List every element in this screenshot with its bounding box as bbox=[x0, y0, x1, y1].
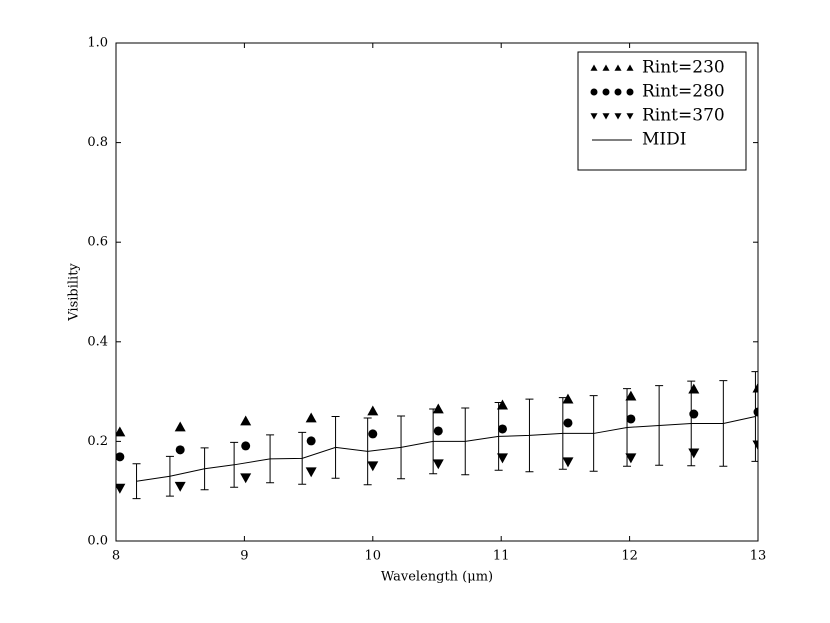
error-bar bbox=[589, 395, 598, 472]
point bbox=[174, 421, 186, 432]
error-bar bbox=[525, 398, 534, 473]
x-tick-label: 13 bbox=[750, 549, 767, 564]
point bbox=[752, 440, 758, 451]
legend: Rint=230 Rint=280 Rint=370 MIDI bbox=[577, 51, 747, 171]
legend-marker bbox=[602, 88, 610, 96]
point bbox=[562, 457, 574, 468]
legend-label: Rint=370 bbox=[642, 106, 725, 126]
point bbox=[367, 405, 379, 416]
point bbox=[432, 459, 444, 470]
point bbox=[116, 483, 126, 494]
y-tick-label: 0.6 bbox=[87, 235, 108, 250]
error-bar bbox=[623, 388, 632, 467]
midi-line bbox=[136, 416, 756, 482]
error-bar bbox=[165, 455, 174, 497]
legend-marker bbox=[602, 113, 610, 120]
point bbox=[241, 441, 251, 451]
legend-marker bbox=[614, 64, 622, 71]
point bbox=[563, 418, 573, 428]
legend-marker bbox=[626, 113, 634, 120]
point bbox=[306, 436, 316, 446]
y-tick-label: 0.4 bbox=[87, 334, 108, 349]
legend-marker bbox=[614, 88, 622, 96]
error-bar bbox=[331, 416, 340, 479]
legend-marker bbox=[590, 88, 598, 96]
legend-box bbox=[577, 51, 747, 171]
point bbox=[367, 461, 379, 472]
legend-label: Rint=230 bbox=[642, 58, 725, 78]
point bbox=[496, 453, 508, 464]
point bbox=[116, 452, 125, 462]
plot-frame bbox=[115, 42, 759, 542]
point bbox=[625, 453, 637, 464]
error-bar bbox=[200, 447, 209, 491]
point bbox=[240, 415, 252, 426]
y-axis-label: Visibility bbox=[67, 263, 82, 322]
x-axis-label: Wavelength (μm) bbox=[381, 570, 493, 585]
point bbox=[175, 445, 185, 455]
legend-marker bbox=[614, 113, 622, 120]
error-bar bbox=[266, 434, 275, 484]
x-tick-label: 11 bbox=[493, 549, 510, 564]
error-bar bbox=[230, 441, 239, 488]
error-bar bbox=[687, 380, 696, 467]
legend-marker bbox=[626, 88, 634, 96]
point bbox=[689, 409, 699, 419]
point bbox=[116, 426, 126, 437]
point bbox=[626, 414, 636, 424]
legend-marker bbox=[626, 64, 634, 71]
error-bar bbox=[132, 463, 141, 500]
point bbox=[368, 429, 378, 439]
legend-label: Rint=280 bbox=[642, 82, 725, 102]
error-bar bbox=[461, 407, 470, 476]
point bbox=[240, 473, 252, 484]
error-bar bbox=[655, 385, 664, 466]
x-tick-label: 12 bbox=[621, 549, 638, 564]
error-bar bbox=[298, 431, 307, 485]
error-bar bbox=[363, 417, 372, 486]
point bbox=[305, 412, 317, 423]
x-tick-label: 8 bbox=[112, 549, 120, 564]
error-bar bbox=[494, 402, 503, 471]
y-tick-label: 0.0 bbox=[87, 534, 108, 549]
legend-marker bbox=[590, 113, 598, 120]
error-bar bbox=[751, 371, 758, 462]
legend-marker bbox=[590, 64, 598, 71]
legend-marker bbox=[602, 64, 610, 71]
point bbox=[305, 467, 317, 478]
point bbox=[625, 390, 637, 401]
point bbox=[562, 393, 574, 404]
y-tick-label: 0.2 bbox=[87, 434, 108, 449]
point bbox=[688, 383, 700, 394]
point bbox=[433, 426, 443, 436]
plot-area bbox=[116, 371, 758, 500]
x-tick-label: 10 bbox=[365, 549, 382, 564]
y-tick-label: 1.0 bbox=[87, 36, 108, 51]
error-bar bbox=[719, 380, 728, 467]
error-bar bbox=[397, 415, 406, 480]
point bbox=[496, 399, 508, 410]
point bbox=[497, 424, 507, 434]
point bbox=[174, 481, 186, 492]
y-tick-label: 0.8 bbox=[87, 135, 108, 150]
error-bar bbox=[558, 397, 567, 470]
x-tick-label: 9 bbox=[240, 549, 248, 564]
error-bar bbox=[429, 408, 438, 475]
point bbox=[688, 448, 700, 459]
point bbox=[752, 382, 758, 393]
point bbox=[432, 403, 444, 414]
point bbox=[753, 407, 758, 417]
legend-label: MIDI bbox=[642, 130, 686, 150]
